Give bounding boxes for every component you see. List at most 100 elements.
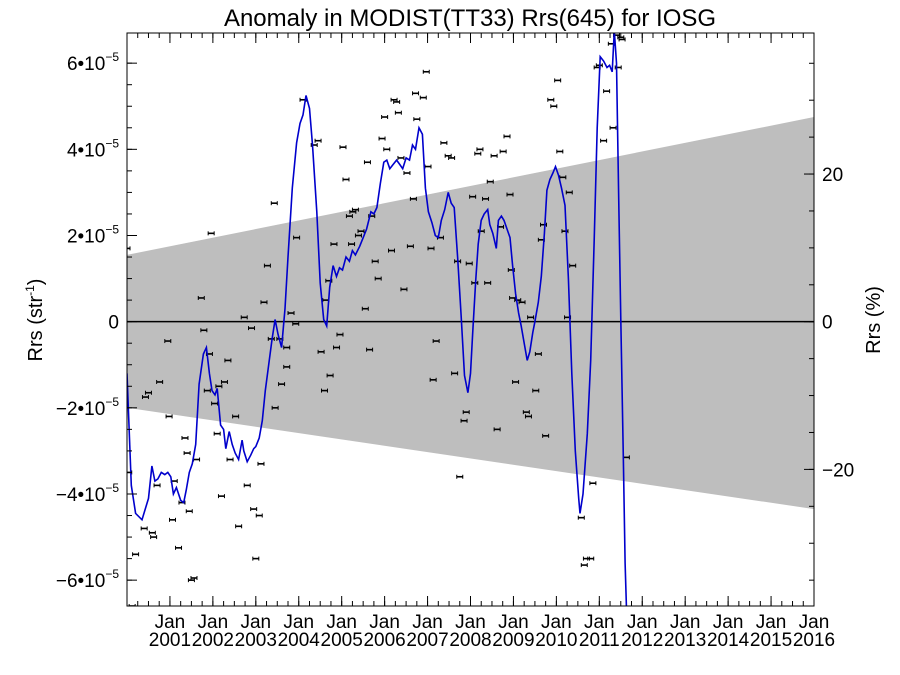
data-point [175,545,183,550]
data-point [127,246,131,251]
data-point [128,604,136,606]
y2-tick-label: 0 [822,313,833,334]
data-point [342,177,350,182]
data-point [349,209,357,214]
data-point [547,97,555,102]
x-tick-year: 2001 [149,630,191,651]
data-point [381,115,389,120]
data-point [354,233,362,238]
data-point [422,69,430,74]
data-point [348,242,356,247]
data-point [215,384,223,389]
data-point [413,117,421,122]
data-point [193,457,201,462]
data-point [150,535,158,540]
data-point [476,147,484,152]
data-point [412,91,420,96]
data-point [419,95,427,100]
y-tick-exponent: −5 [105,136,119,150]
data-point [542,433,550,438]
data-point [527,315,535,320]
data-point [524,414,532,419]
data-point [448,155,456,160]
x-tick-year: 2012 [621,630,663,651]
data-point [243,483,251,488]
data-point [321,388,329,393]
data-point [499,149,507,154]
x-tick-month: Jan [756,612,787,633]
data-point [181,435,189,440]
data-point [580,563,588,568]
data-point [270,201,278,206]
data-point [429,377,437,382]
y-tick-mantissa: −6•10 [56,571,105,592]
data-point [263,263,271,268]
x-tick-year: 2010 [535,630,577,651]
x-tick-month: Jan [799,612,830,633]
y-axis-label-sup: -1 [23,285,37,296]
y-tick-mantissa: −4•10 [56,485,105,506]
y-tick-exponent: −5 [105,481,119,495]
data-point [140,526,148,531]
data-point [283,364,291,369]
x-tick-month: Jan [198,612,229,633]
x-tick-year: 2011 [579,630,620,651]
x-tick-year: 2014 [707,630,750,651]
data-point [482,196,490,201]
data-point [144,390,152,395]
y2-tick-label: −20 [822,460,854,481]
data-point [589,481,597,486]
data-point [226,457,234,462]
x-tick-month: Jan [498,612,529,633]
data-point [165,414,173,419]
x-tick-year: 2016 [793,630,835,651]
y-tick-label: 6•10−5 [67,50,119,75]
x-tick-year: 2013 [664,630,706,651]
data-point [587,556,595,561]
data-point [427,246,435,251]
x-tick-year: 2007 [406,630,448,651]
y-tick-exponent: −5 [105,222,119,236]
data-point [156,379,164,384]
y-tick-mantissa: 2•10 [67,226,105,247]
data-point [512,379,520,384]
data-point [317,349,325,354]
data-point [532,388,540,393]
data-point [493,427,501,432]
y-tick-exponent: −5 [105,395,119,409]
data-point [432,339,440,344]
data-point [257,461,265,466]
y-tick-label: 4•10−5 [67,136,119,161]
data-point [336,332,344,337]
data-point [220,379,228,384]
x-tick-year: 2004 [278,630,321,651]
data-point [357,229,365,234]
data-point [406,244,414,249]
data-point [400,287,408,292]
x-tick-month: Jan [455,612,486,633]
data-point [197,295,205,300]
y-tick-exponent: −5 [105,50,119,64]
data-point [600,138,608,143]
data-point [330,242,338,247]
data-point [374,276,382,281]
axes: 6•10−54•10−52•10−50−2•10−5−4•10−5−6•10−5… [56,32,854,651]
data-point [514,298,522,303]
data-point [250,507,258,512]
data-point [522,410,530,415]
data-point [326,373,334,378]
y-tick-label: −6•10−5 [56,567,119,592]
data-point [569,263,577,268]
y-tick-mantissa: −2•10 [56,399,105,420]
x-tick-year: 2002 [192,630,234,651]
x-tick-year: 2015 [750,630,792,651]
data-point [267,336,275,341]
x-tick-year: 2009 [492,630,534,651]
data-point [371,259,379,264]
data-point [248,326,256,331]
data-point [169,517,177,522]
data-point [141,395,149,400]
data-point [235,524,243,529]
y-tick-label: −2•10−5 [56,395,119,420]
data-point [577,515,585,520]
